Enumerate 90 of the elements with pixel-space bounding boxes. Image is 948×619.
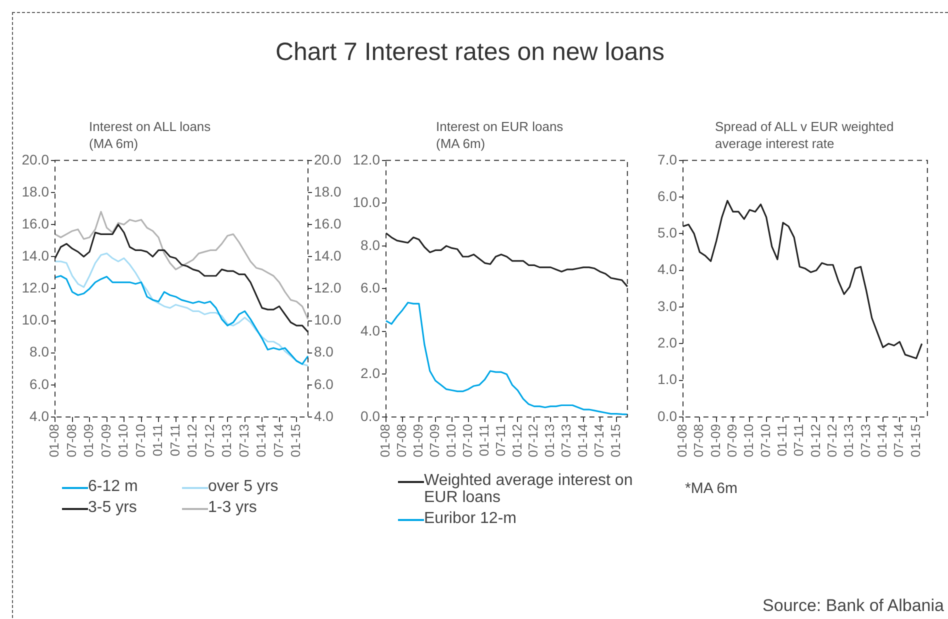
chart-subtitle: Interest on ALL loans (MA 6m) — [89, 118, 211, 152]
y-tick-label: 10.0 — [22, 312, 50, 328]
x-tick-label: 07-11 — [167, 424, 182, 456]
x-tick-label: 01-09 — [708, 424, 723, 458]
chart-title: Chart 7 Interest rates on new loans — [274, 38, 666, 67]
y2-tick-label: 4.0 — [314, 408, 334, 424]
x-tick-label: 01-14 — [575, 424, 590, 458]
y-tick-label: 10.0 — [352, 194, 380, 210]
x-tick-label: 01-15 — [908, 424, 923, 458]
x-tick-label: 07-10 — [460, 424, 475, 458]
x-tick-label: 01-14 — [254, 424, 269, 458]
x-tick-label: 07-13 — [858, 424, 873, 458]
y-tick-label: 1.0 — [658, 371, 678, 388]
y-tick-label: 4.0 — [658, 261, 678, 278]
x-tick-label: 01-15 — [608, 424, 624, 458]
x-tick-label: 01-10 — [443, 424, 458, 458]
x-tick-label: 01-11 — [476, 424, 492, 456]
y-tick-label: 5.0 — [658, 224, 678, 241]
x-tick-label: 01-14 — [874, 424, 890, 458]
x-tick-label: 07-10 — [132, 424, 148, 458]
y-tick-label: 6.0 — [360, 280, 380, 296]
y-tick-label: 12.0 — [22, 280, 50, 296]
x-tick-label: 07-12 — [202, 424, 217, 458]
x-tick-label: 01-12 — [808, 424, 823, 458]
y-tick-label: 0.0 — [360, 408, 380, 424]
y2-tick-label: 14.0 — [314, 247, 342, 264]
y-tick-label: 20.0 — [22, 151, 50, 168]
x-tick-label: 01-13 — [841, 424, 856, 458]
x-tick-label: 07-10 — [758, 424, 773, 458]
x-tick-label: 01-13 — [219, 424, 234, 458]
x-tick-label: 07-09 — [98, 424, 114, 458]
y-tick-label: 14.0 — [22, 247, 50, 264]
y-tick-label: 18.0 — [22, 183, 50, 200]
x-tick-label: 01-11 — [774, 424, 790, 456]
y2-tick-label: 18.0 — [314, 183, 342, 200]
legend-label: 3-5 yrs — [88, 499, 137, 516]
x-tick-label: 01-12 — [184, 424, 200, 458]
y-tick-label: 7.0 — [658, 151, 678, 168]
x-tick-label: 07-13 — [558, 424, 574, 458]
x-tick-label: 01-11 — [150, 424, 166, 456]
y-tick-label: 0.0 — [658, 408, 678, 424]
y-tick-label: 3.0 — [658, 298, 678, 314]
x-tick-label: 07-13 — [236, 424, 252, 458]
y2-tick-label: 10.0 — [314, 312, 342, 328]
y-tick-label: 4.0 — [360, 322, 380, 338]
y2-tick-label: 20.0 — [314, 151, 342, 168]
x-tick-label: 01-09 — [410, 424, 426, 458]
y2-tick-label: 16.0 — [314, 215, 342, 232]
x-tick-label: 07-12 — [526, 424, 541, 458]
x-tick-label: 01-09 — [81, 424, 96, 458]
x-tick-label: 01-15 — [288, 424, 304, 458]
legend-label: Euribor 12-m — [424, 510, 516, 527]
x-tick-label: 01-08 — [46, 424, 62, 458]
x-tick-label: 07-09 — [724, 424, 740, 458]
legend-label: 6-12 m — [88, 478, 138, 495]
y-tick-label: 8.0 — [30, 344, 50, 360]
x-tick-label: 07-12 — [824, 424, 840, 458]
x-tick-label: 01-08 — [378, 424, 393, 458]
x-tick-label: 07-08 — [64, 424, 79, 458]
x-tick-label: 01-12 — [509, 424, 524, 458]
y-tick-label: 8.0 — [360, 236, 380, 253]
y-tick-label: 4.0 — [30, 408, 50, 424]
y-tick-label: 16.0 — [22, 215, 50, 232]
y-tick-label: 2.0 — [658, 334, 678, 351]
legend-label: over 5 yrs — [208, 478, 278, 495]
x-tick-label: 07-11 — [492, 424, 508, 456]
text: *MA 6m — [685, 480, 738, 497]
y2-tick-label: 8.0 — [314, 344, 334, 360]
y2-tick-label: 12.0 — [314, 280, 342, 296]
x-tick-label: 07-08 — [691, 424, 706, 458]
y2-tick-label: 6.0 — [314, 376, 334, 392]
legend-label: 1-3 yrs — [208, 499, 257, 516]
y-tick-label: 2.0 — [360, 365, 380, 382]
x-tick-label: 01-13 — [542, 424, 558, 458]
x-tick-label: 07-11 — [791, 424, 806, 456]
x-tick-label: 07-08 — [394, 424, 410, 458]
chart-subtitle: Interest on EUR loans (MA 6m) — [436, 118, 564, 152]
x-tick-label: 07-14 — [270, 424, 286, 458]
x-tick-label: 01-10 — [116, 424, 131, 458]
chart-subtitle: Spread of ALL v EUR weighted average interest rate — [715, 118, 894, 152]
x-tick-label: 07-09 — [426, 424, 442, 458]
x-tick-label: 07-14 — [891, 424, 906, 458]
x-tick-label: 07-14 — [592, 424, 607, 458]
y-tick-label: 12.0 — [352, 151, 380, 168]
x-tick-label: 01-10 — [741, 424, 756, 458]
y-tick-label: 6.0 — [658, 188, 678, 204]
y-tick-label: 6.0 — [30, 376, 50, 392]
legend-label: Weighted average interest on EUR loans — [424, 472, 634, 506]
source-note: Source: Bank of Albania — [762, 596, 944, 616]
x-tick-label: 01-08 — [674, 424, 690, 458]
